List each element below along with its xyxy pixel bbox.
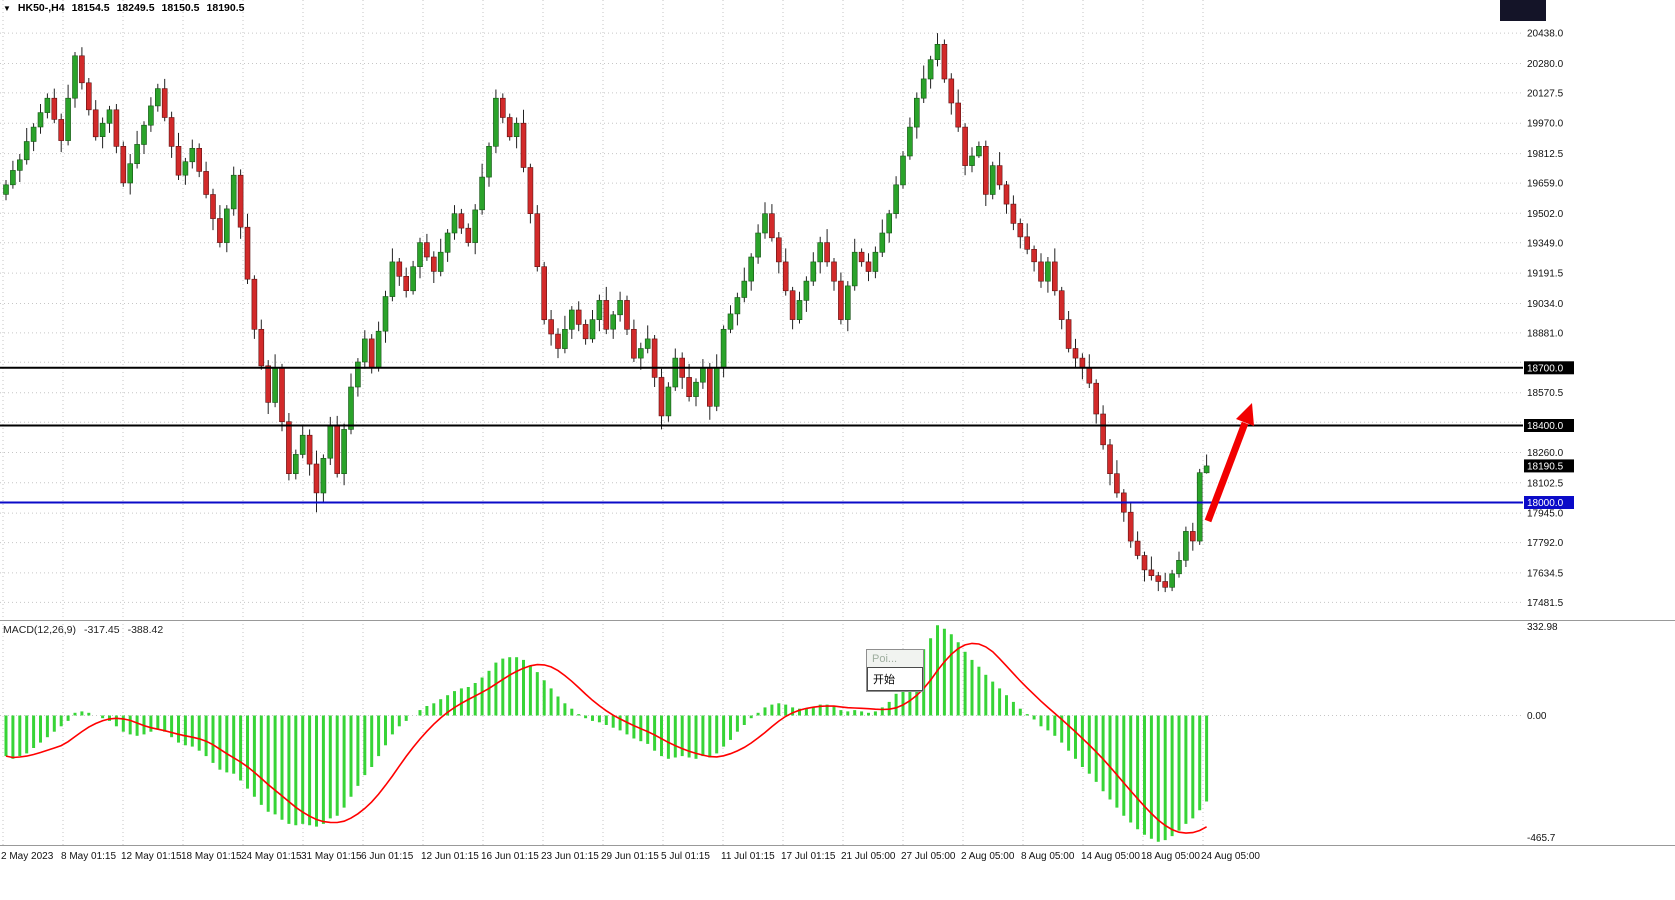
macd-main-value: -317.45 [83,624,120,636]
symbol-info: ▼ HK50-,H4 18154.5 18249.5 18150.5 18190… [3,2,244,14]
svg-text:23 Jun 01:15: 23 Jun 01:15 [541,851,599,862]
svg-text:17634.5: 17634.5 [1527,568,1564,579]
svg-text:6 Jun 01:15: 6 Jun 01:15 [361,851,414,862]
svg-text:0.00: 0.00 [1527,711,1547,722]
svg-text:19349.0: 19349.0 [1527,238,1564,249]
macd-indicator-label: MACD(12,26,9) -317.45 -388.42 [3,624,163,636]
svg-text:332.98: 332.98 [1527,622,1558,633]
svg-text:18260.0: 18260.0 [1527,448,1564,459]
svg-text:27 Jul 05:00: 27 Jul 05:00 [901,851,956,862]
svg-text:31 May 01:15: 31 May 01:15 [301,851,362,862]
grid-lines [0,0,1523,845]
svg-text:17 Jul 01:15: 17 Jul 01:15 [781,851,836,862]
svg-text:18400.0: 18400.0 [1527,421,1564,432]
svg-text:18570.5: 18570.5 [1527,388,1564,399]
ohlc-open: 18154.5 [71,2,110,14]
corner-overlay-box [1500,0,1546,21]
macd-signal-value: -388.42 [127,624,164,636]
svg-text:17945.0: 17945.0 [1527,509,1564,520]
svg-text:19659.0: 19659.0 [1527,179,1564,190]
macd-name: MACD(12,26,9) [3,624,76,636]
svg-text:16 Jun 01:15: 16 Jun 01:15 [481,851,539,862]
svg-text:19034.0: 19034.0 [1527,299,1564,310]
svg-text:20280.0: 20280.0 [1527,59,1564,70]
svg-text:2 May 2023: 2 May 2023 [1,851,54,862]
symbol-name: HK50-,H4 [17,2,65,14]
svg-text:18 May 01:15: 18 May 01:15 [181,851,242,862]
svg-text:18700.0: 18700.0 [1527,363,1564,374]
ohlc-close: 18190.5 [206,2,245,14]
symbol-dropdown-icon[interactable]: ▼ [3,3,11,13]
level-lines[interactable] [0,366,1523,504]
svg-text:5 Jul 01:15: 5 Jul 01:15 [661,851,710,862]
svg-text:19191.5: 19191.5 [1527,269,1564,280]
svg-text:8 May 01:15: 8 May 01:15 [61,851,116,862]
svg-text:18881.0: 18881.0 [1527,328,1564,339]
svg-text:21 Jul 05:00: 21 Jul 05:00 [841,851,896,862]
price-axis-labels: 20438.0 20280.0 20127.5 19970.0 19812.5 19659… [1527,29,1564,609]
svg-text:19970.0: 19970.0 [1527,119,1564,130]
svg-text:19812.5: 19812.5 [1527,149,1564,160]
svg-text:17481.5: 17481.5 [1527,598,1564,609]
price-badges: 18700.0 18400.0 18000.0 18190.5 [1524,361,1574,509]
svg-text:24 May 01:15: 24 May 01:15 [241,851,302,862]
trend-arrow[interactable] [1204,403,1254,523]
context-popup: Poi... 开始 [866,649,924,692]
svg-text:17792.0: 17792.0 [1527,538,1564,549]
svg-text:29 Jun 01:15: 29 Jun 01:15 [601,851,659,862]
time-axis-labels: 2 May 2023 8 May 01:15 12 May 01:15 18 May … [1,851,1260,862]
ohlc-high: 18249.5 [116,2,155,14]
svg-text:-465.7: -465.7 [1527,833,1556,844]
svg-text:19502.0: 19502.0 [1527,209,1564,220]
macd-axis-labels: 332.98 0.00 -465.7 [1527,622,1558,844]
popup-item-start[interactable]: 开始 [867,667,923,691]
svg-text:12 May 01:15: 12 May 01:15 [121,851,182,862]
svg-text:8 Aug 05:00: 8 Aug 05:00 [1021,851,1075,862]
svg-text:18102.5: 18102.5 [1527,478,1564,489]
svg-text:18 Aug 05:00: 18 Aug 05:00 [1141,851,1200,862]
macd-histogram [4,625,1209,842]
macd-signal-line [5,642,1207,834]
svg-text:24 Aug 05:00: 24 Aug 05:00 [1201,851,1260,862]
svg-text:18000.0: 18000.0 [1527,498,1564,509]
svg-text:11 Jul 01:15: 11 Jul 01:15 [721,851,775,862]
svg-text:2 Aug 05:00: 2 Aug 05:00 [961,851,1015,862]
popup-item-disabled[interactable]: Poi... [872,653,898,665]
svg-text:20127.5: 20127.5 [1527,88,1564,99]
svg-text:20438.0: 20438.0 [1527,29,1564,40]
svg-text:12 Jun 01:15: 12 Jun 01:15 [421,851,479,862]
candlesticks [3,33,1210,593]
svg-text:14 Aug 05:00: 14 Aug 05:00 [1081,851,1140,862]
ohlc-low: 18150.5 [161,2,200,14]
svg-text:18190.5: 18190.5 [1527,461,1564,472]
